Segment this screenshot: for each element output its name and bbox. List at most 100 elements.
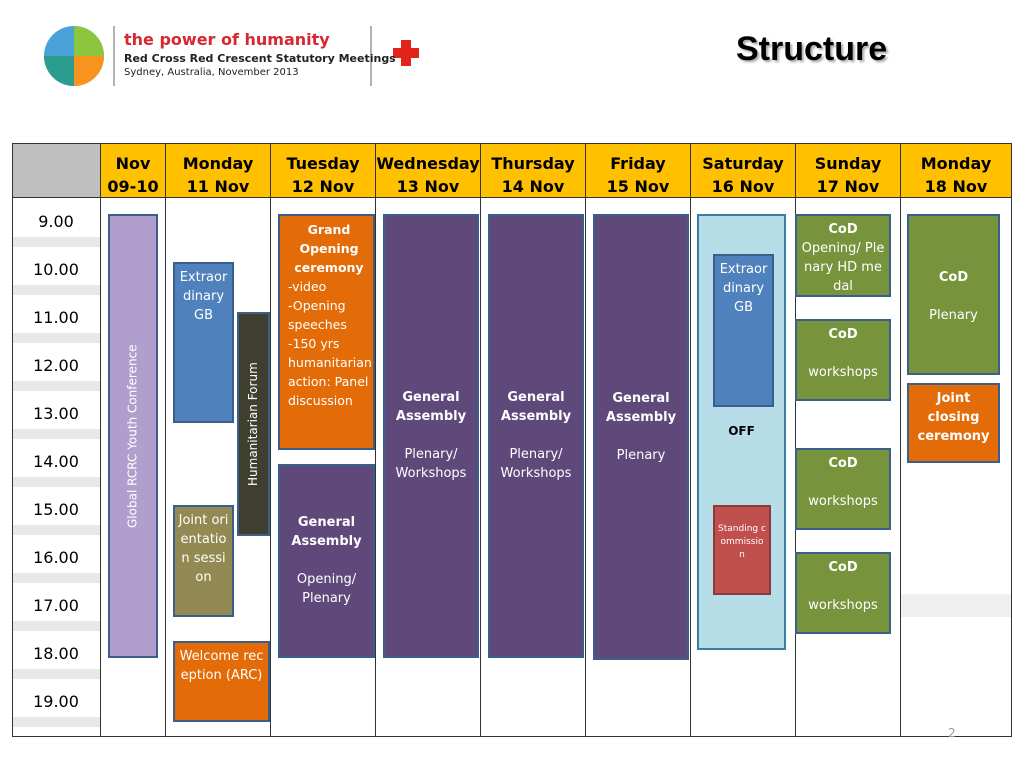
event-place: Sydney, Australia, November 2013 <box>124 67 299 78</box>
event-text: Extraordinary GB <box>179 270 228 323</box>
column-header-line: Sunday <box>814 154 882 173</box>
event-block: Joint closing ceremony <box>907 383 1000 463</box>
column-header: Nov 09-10 <box>100 144 165 198</box>
event-title: Joint closing ceremony <box>917 391 990 444</box>
event-title: General Assembly <box>291 515 362 549</box>
column-header-line: 11 Nov <box>186 177 250 196</box>
event-text: Standing commission <box>718 524 766 560</box>
time-stripe <box>13 669 100 679</box>
event-block: General Assembly Opening/ Plenary <box>278 464 375 658</box>
event-block: Standing commission <box>713 505 771 595</box>
column-header-line: Monday <box>182 154 254 173</box>
time-label: 10.00 <box>33 260 79 279</box>
schedule-table <box>12 143 1012 737</box>
time-stripe <box>13 717 100 727</box>
column-line <box>480 198 481 736</box>
event-text: Joint orientation session <box>178 513 229 585</box>
event-block: Welcome reception (ARC) <box>173 641 270 722</box>
event-block: General Assembly Plenary <box>593 214 689 660</box>
time-stripe <box>13 429 100 439</box>
event-text: Plenary/ Workshops <box>500 447 572 481</box>
event-text: Plenary/ Workshops <box>395 447 467 481</box>
time-stripe <box>13 477 100 487</box>
time-label: 9.00 <box>38 212 74 231</box>
column-header-line: Wednesday <box>376 154 480 173</box>
shade <box>901 594 1011 617</box>
column-header: Sunday 17 Nov <box>795 144 900 198</box>
column-header: Thursday 14 Nov <box>480 144 585 198</box>
event-block: Global RCRC Youth Conference <box>108 214 158 658</box>
time-label: 16.00 <box>33 548 79 567</box>
event-block: Grand Opening ceremony -video -Opening spe… <box>278 214 375 450</box>
column-header-line: 16 Nov <box>711 177 775 196</box>
event-block: Extraordinary GB <box>173 262 234 423</box>
time-stripe <box>13 381 100 391</box>
event-title: General Assembly <box>395 390 467 424</box>
event-block: General Assembly Plenary/ Workshops <box>383 214 479 658</box>
column-header-line: Monday <box>920 154 992 173</box>
time-label: 15.00 <box>33 500 79 519</box>
event-text: Extraordinary GB <box>719 262 768 315</box>
event-block: CoD Plenary <box>907 214 1000 375</box>
event-block: Humanitarian Forum <box>237 312 270 536</box>
event-title: CoD <box>828 222 858 237</box>
column-header-line: 09-10 <box>107 177 159 196</box>
event-block: Joint orientation session <box>173 505 234 617</box>
column-header: Monday 11 Nov <box>165 144 270 198</box>
event-text: workshops <box>808 598 878 613</box>
event-text: Humanitarian Forum <box>246 362 260 486</box>
event-text: Welcome reception (ARC) <box>179 649 264 683</box>
event-text: Opening/ Plenary <box>296 572 357 606</box>
event-title: General Assembly <box>500 390 572 424</box>
column-header-line: Tuesday <box>286 154 360 173</box>
event-text: workshops <box>808 365 878 380</box>
time-stripe <box>13 285 100 295</box>
column-header-line: 15 Nov <box>606 177 670 196</box>
time-label: 19.00 <box>33 692 79 711</box>
event-name: Red Cross Red Crescent Statutory Meeting… <box>124 52 396 65</box>
column-header-line: Nov <box>115 154 151 173</box>
event-block: CoD workshops <box>795 448 891 530</box>
header-corner <box>13 144 100 198</box>
page-number: 2 <box>948 726 956 740</box>
column-line <box>100 198 101 736</box>
column-line <box>690 198 691 736</box>
column-header-line: 13 Nov <box>396 177 460 196</box>
column-header-line: 18 Nov <box>924 177 988 196</box>
event-text: -video <box>288 279 327 294</box>
logo <box>44 26 450 86</box>
time-stripe <box>13 333 100 343</box>
time-label: 11.00 <box>33 308 79 327</box>
event-block: CoD workshops <box>795 552 891 634</box>
time-label: 13.00 <box>33 404 79 423</box>
column-header-line: Saturday <box>702 154 784 173</box>
column-header-line: 17 Nov <box>816 177 880 196</box>
event-block: General Assembly Plenary/ Workshops <box>488 214 584 658</box>
time-stripe <box>13 621 100 631</box>
column-line <box>585 198 586 736</box>
event-text: Global RCRC Youth Conference <box>125 344 140 528</box>
event-title: Grand Opening ceremony <box>294 222 364 275</box>
event-block: Extraordinary GB <box>713 254 774 407</box>
column-header-line: 12 Nov <box>291 177 355 196</box>
event-text: -Opening speeches <box>288 298 347 332</box>
slide-title: Structure <box>736 30 888 68</box>
column-header: Saturday 16 Nov <box>690 144 795 198</box>
event-title: CoD <box>828 456 858 471</box>
time-label: 18.00 <box>33 644 79 663</box>
column-header-line: Friday <box>610 154 666 173</box>
column-header: Monday 18 Nov <box>900 144 1011 198</box>
event-text: Opening/ Plenary HD medal <box>801 241 885 294</box>
time-stripe <box>13 573 100 583</box>
column-header-line: Thursday <box>491 154 575 173</box>
time-label: 14.00 <box>33 452 79 471</box>
event-title: OFF <box>728 424 755 438</box>
time-label: 12.00 <box>33 356 79 375</box>
event-title: CoD <box>938 270 969 285</box>
event-title: CoD <box>828 560 858 575</box>
event-text: -150 yrs humanitarian action: Panel disc… <box>288 336 372 408</box>
tagline: the power of humanity <box>124 30 330 49</box>
event-title: CoD <box>828 327 858 342</box>
column-line <box>900 198 901 736</box>
